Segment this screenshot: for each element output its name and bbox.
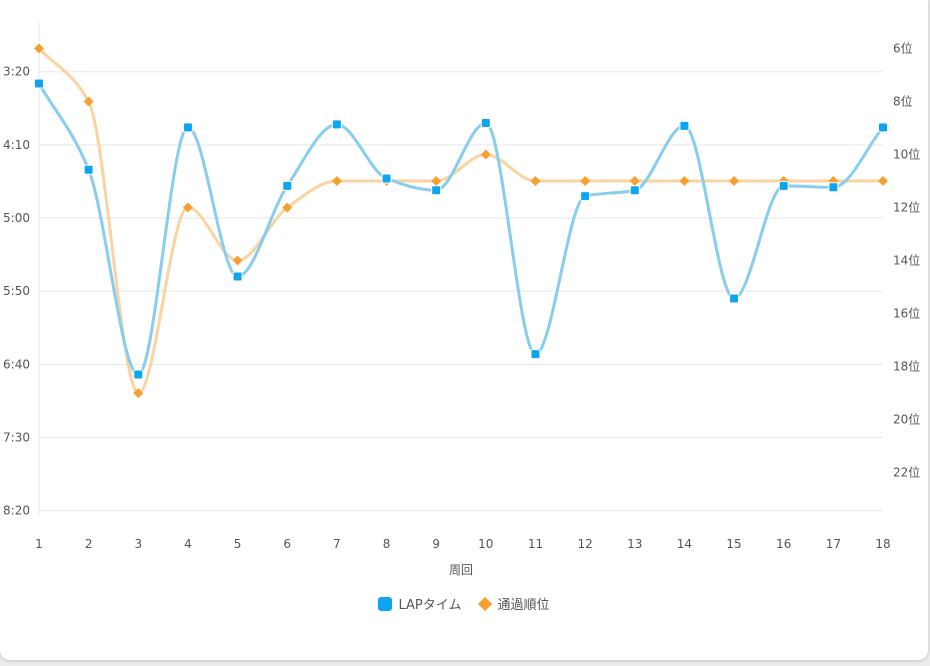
left-tick-label: 4:10 (3, 138, 30, 152)
legend-item-laptime[interactable]: LAPタイム (378, 594, 462, 613)
x-tick-label: 7 (333, 537, 341, 551)
laptime-point[interactable] (232, 271, 243, 282)
x-tick-label: 13 (627, 537, 642, 551)
laptime-point[interactable] (34, 78, 44, 89)
laptime-point[interactable] (381, 173, 392, 184)
position-point[interactable] (629, 176, 640, 187)
x-tick-label: 4 (184, 537, 192, 551)
x-tick-label: 18 (875, 537, 890, 551)
laptime-point[interactable] (133, 369, 144, 380)
position-point[interactable] (83, 96, 94, 107)
position-point[interactable] (182, 202, 193, 213)
series-line-laptime (37, 81, 885, 377)
laptime-point[interactable] (778, 180, 789, 191)
laptime-point[interactable] (480, 117, 491, 128)
legend-item-position[interactable]: 通過順位 (477, 594, 550, 613)
position-point[interactable] (232, 255, 243, 266)
left-axis: 3:20 4:10 5:00 5:50 6:40 7:30 8:20 (3, 65, 30, 518)
position-point[interactable] (431, 176, 442, 187)
position-point[interactable] (580, 176, 591, 187)
right-tick-label: 6位 (893, 41, 913, 56)
x-axis: 1 2 3 4 5 6 7 8 9 10 11 12 13 14 15 16 17 18 (35, 537, 890, 551)
right-tick-label: 18位 (893, 359, 920, 374)
laptime-point[interactable] (729, 293, 740, 304)
right-tick-label: 16位 (893, 306, 920, 321)
x-tick-label: 12 (577, 537, 592, 551)
x-tick-label: 1 (35, 537, 43, 551)
legend-diamond-icon (477, 596, 492, 611)
position-point[interactable] (133, 388, 144, 399)
x-tick-label: 5 (234, 537, 242, 551)
laptime-point[interactable] (828, 182, 839, 193)
x-tick-label: 8 (383, 537, 391, 551)
left-tick-label: 5:50 (3, 284, 30, 298)
x-axis-title: 周回 (449, 563, 473, 577)
right-tick-label: 20位 (893, 412, 920, 427)
laptime-point[interactable] (431, 185, 442, 196)
position-point[interactable] (729, 176, 740, 187)
laptime-point[interactable] (331, 119, 342, 130)
position-point[interactable] (34, 43, 44, 54)
x-tick-label: 15 (726, 537, 741, 551)
laptime-point[interactable] (580, 191, 591, 202)
position-point[interactable] (331, 176, 342, 187)
x-tick-label: 17 (826, 537, 841, 551)
series-line-position (37, 47, 885, 395)
right-tick-label: 8位 (893, 94, 913, 109)
left-tick-label: 8:20 (3, 504, 30, 518)
x-tick-label: 6 (283, 537, 291, 551)
position-point[interactable] (878, 176, 888, 187)
laptime-point[interactable] (878, 122, 888, 133)
x-tick-label: 11 (528, 537, 543, 551)
legend-label-position: 通過順位 (497, 598, 550, 613)
legend: LAPタイム 通過順位 (0, 594, 928, 613)
series-markers (34, 43, 888, 399)
position-point[interactable] (679, 176, 690, 187)
legend-square-icon (378, 596, 393, 611)
position-point[interactable] (282, 202, 293, 213)
x-tick-label: 10 (478, 537, 493, 551)
left-tick-label: 7:30 (3, 430, 30, 444)
laptime-point[interactable] (629, 185, 640, 196)
x-tick-label: 3 (134, 537, 142, 551)
position-point[interactable] (530, 176, 541, 187)
right-tick-label: 12位 (893, 200, 920, 215)
right-tick-label: 22位 (893, 465, 920, 480)
x-tick-label: 2 (85, 537, 93, 551)
laptime-point[interactable] (83, 164, 94, 175)
laptime-point[interactable] (182, 122, 193, 133)
x-tick-label: 16 (776, 537, 791, 551)
x-tick-label: 9 (432, 537, 440, 551)
laptime-point[interactable] (282, 180, 293, 191)
x-tick-label: 14 (677, 537, 692, 551)
laptime-point[interactable] (530, 349, 541, 360)
left-tick-label: 6:40 (3, 357, 30, 371)
legend-label-laptime: LAPタイム (398, 598, 462, 613)
laptime-point[interactable] (679, 120, 690, 131)
right-axis: 6位 8位 10位 12位 14位 16位 18位 20位 22位 (893, 41, 920, 480)
left-tick-label: 3:20 (3, 65, 30, 79)
right-tick-label: 14位 (893, 253, 920, 268)
left-tick-label: 5:00 (3, 211, 30, 225)
lap-chart: 3:20 4:10 5:00 5:50 6:40 7:30 8:20 6位 8位 10位 12位 1… (3, 22, 920, 577)
right-tick-label: 10位 (893, 147, 920, 162)
position-point[interactable] (480, 149, 491, 160)
grid-lines (38, 22, 883, 515)
series-lines (37, 47, 885, 395)
